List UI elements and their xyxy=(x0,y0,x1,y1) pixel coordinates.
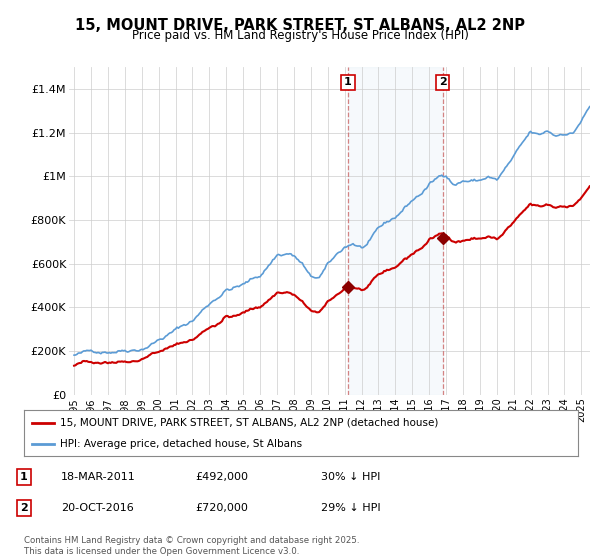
Text: 15, MOUNT DRIVE, PARK STREET, ST ALBANS, AL2 2NP (detached house): 15, MOUNT DRIVE, PARK STREET, ST ALBANS,… xyxy=(60,418,439,428)
Text: 1: 1 xyxy=(344,77,352,87)
Text: 2: 2 xyxy=(20,503,28,513)
Text: 2: 2 xyxy=(439,77,446,87)
Text: 30% ↓ HPI: 30% ↓ HPI xyxy=(321,472,380,482)
Text: 29% ↓ HPI: 29% ↓ HPI xyxy=(321,503,380,513)
Text: 18-MAR-2011: 18-MAR-2011 xyxy=(61,472,136,482)
Text: £492,000: £492,000 xyxy=(195,472,248,482)
Text: 1: 1 xyxy=(20,472,28,482)
Text: 20-OCT-2016: 20-OCT-2016 xyxy=(61,503,134,513)
Text: Contains HM Land Registry data © Crown copyright and database right 2025.
This d: Contains HM Land Registry data © Crown c… xyxy=(24,536,359,556)
Text: £720,000: £720,000 xyxy=(195,503,248,513)
Text: 15, MOUNT DRIVE, PARK STREET, ST ALBANS, AL2 2NP: 15, MOUNT DRIVE, PARK STREET, ST ALBANS,… xyxy=(75,18,525,33)
Bar xyxy=(348,67,443,395)
Text: Price paid vs. HM Land Registry's House Price Index (HPI): Price paid vs. HM Land Registry's House … xyxy=(131,29,469,42)
Text: HPI: Average price, detached house, St Albans: HPI: Average price, detached house, St A… xyxy=(60,439,302,449)
